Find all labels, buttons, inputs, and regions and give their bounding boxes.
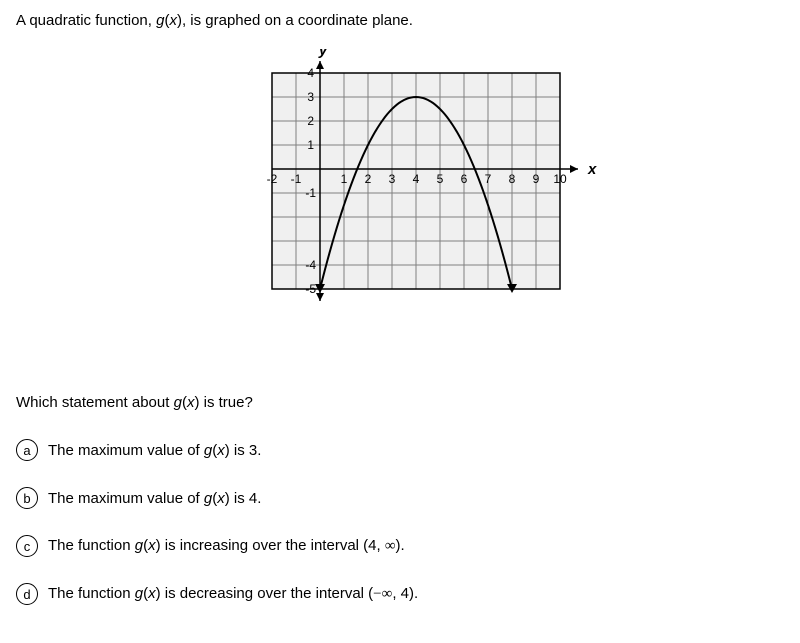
svg-text:8: 8 [509, 172, 516, 186]
option-d-text: The function g(x) is decreasing over the… [48, 585, 418, 603]
svg-text:-4: -4 [305, 258, 316, 272]
prompt-suffix: is true? [199, 394, 252, 411]
svg-text:x: x [587, 161, 597, 178]
graph-wrapper: -2 -1 1 2 3 4 5 6 7 8 9 10 1 2 3 4 -1 -4 -5 y x [250, 49, 610, 314]
svg-text:4: 4 [413, 172, 420, 186]
svg-text:7: 7 [485, 172, 492, 186]
option-d[interactable]: d The function g(x) is decreasing over t… [16, 583, 784, 605]
svg-text:4: 4 [307, 66, 314, 80]
option-c-letter: c [16, 535, 38, 557]
svg-text:10: 10 [553, 172, 567, 186]
question-prompt: Which statement about g(x) is true? [16, 394, 784, 411]
option-b-letter: b [16, 487, 38, 509]
option-c[interactable]: c The function g(x) is increasing over t… [16, 535, 784, 557]
option-c-text: The function g(x) is increasing over the… [48, 537, 405, 555]
svg-text:y: y [318, 49, 328, 59]
svg-text:9: 9 [533, 172, 540, 186]
option-b-text: The maximum value of g(x) is 4. [48, 490, 261, 507]
svg-text:1: 1 [341, 172, 348, 186]
svg-text:-2: -2 [267, 172, 278, 186]
option-b[interactable]: b The maximum value of g(x) is 4. [16, 487, 784, 509]
svg-text:2: 2 [307, 114, 314, 128]
coordinate-graph: -2 -1 1 2 3 4 5 6 7 8 9 10 1 2 3 4 -1 -4 -5 y x [250, 49, 610, 309]
svg-text:1: 1 [307, 138, 314, 152]
intro-var: x [169, 12, 177, 29]
option-d-letter: d [16, 583, 38, 605]
prompt-prefix: Which statement about [16, 394, 174, 411]
svg-text:-1: -1 [291, 172, 302, 186]
intro-suffix: , is graphed on a coordinate plane. [182, 12, 413, 29]
svg-text:3: 3 [389, 172, 396, 186]
svg-text:-1: -1 [305, 186, 316, 200]
svg-text:2: 2 [365, 172, 372, 186]
option-a-letter: a [16, 439, 38, 461]
option-a[interactable]: a The maximum value of g(x) is 3. [16, 439, 784, 461]
svg-text:5: 5 [437, 172, 444, 186]
question-intro: A quadratic function, g(x), is graphed o… [16, 12, 784, 29]
prompt-func: g [174, 394, 182, 411]
graph-container: -2 -1 1 2 3 4 5 6 7 8 9 10 1 2 3 4 -1 -4 -5 y x [16, 49, 784, 314]
svg-text:3: 3 [307, 90, 314, 104]
svg-text:-5: -5 [305, 282, 316, 296]
svg-text:6: 6 [461, 172, 468, 186]
intro-prefix: A quadratic function, [16, 12, 156, 29]
option-a-text: The maximum value of g(x) is 3. [48, 442, 261, 459]
